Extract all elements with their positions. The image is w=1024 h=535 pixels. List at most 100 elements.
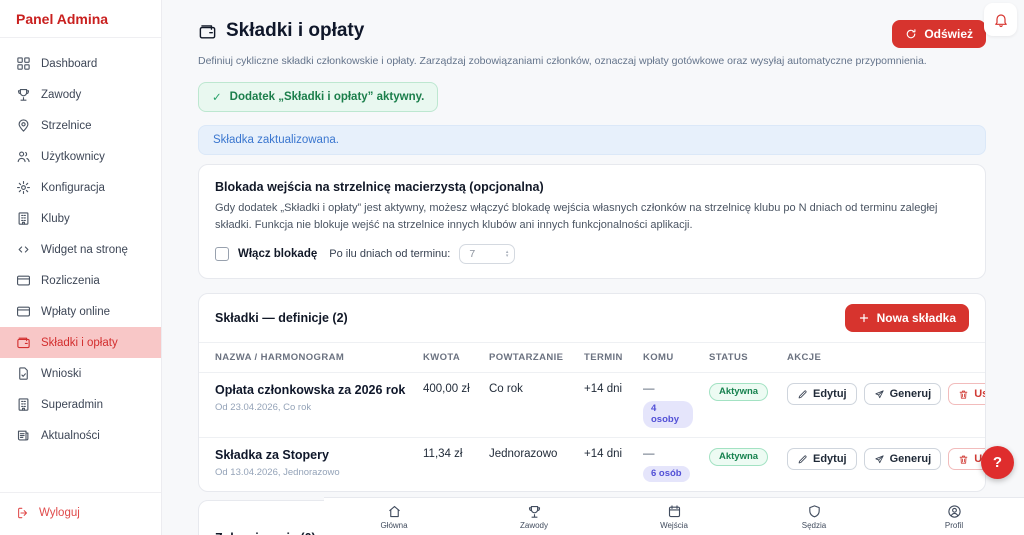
action-label: Generuj [889,388,932,401]
fee-name: Opłata członkowska za 2026 rok [215,383,406,398]
pencil-icon [797,454,808,465]
send-icon [874,454,885,465]
sidebar-item-konfiguracja[interactable]: Konfiguracja [0,172,161,203]
generuj-button[interactable]: Generuj [863,383,942,406]
sidebar-item-dashboard[interactable]: Dashboard [0,48,161,79]
sidebar-item-uzytkownicy[interactable]: Użytkownicy [0,141,161,172]
column-header-nazwa-harmonogram: NAZWA / HARMONOGRAM [199,342,415,374]
column-header-kwota: KWOTA [415,342,481,374]
nav-item-sedzia[interactable]: Sędzia [744,498,884,535]
notifications-button[interactable] [984,3,1017,36]
edytuj-button[interactable]: Edytuj [787,448,857,471]
sidebar-item-label: Kluby [41,212,70,225]
sidebar-item-label: Wnioski [41,367,82,380]
sidebar-item-wnioski[interactable]: Wnioski [0,358,161,389]
fee-name: Składka za Stopery [215,448,329,463]
sidebar-item-strzelnice[interactable]: Strzelnice [0,110,161,141]
days-input[interactable] [469,248,492,261]
sidebar-item-widget-na-strone[interactable]: Widget na stronę [0,234,161,265]
definitions-title: Składki — definicje (2) [215,311,348,326]
column-header-akcje: AKCJE [779,342,985,374]
help-button[interactable]: ? [981,446,1014,479]
send-icon [874,389,885,400]
gear-icon [16,180,31,195]
sidebar-item-label: Wpłaty online [41,305,111,318]
enable-blockade-checkbox[interactable] [215,247,229,262]
status-badge: Aktywna [709,448,769,467]
column-header-komu: KOMU [635,342,701,374]
flash-message: Składka zaktualizowana. [198,125,986,155]
main-area: Składki i opłaty Odśwież Definiuj cyklic… [162,0,1024,535]
days-stepper[interactable]: ▴▾ [459,244,516,265]
table-header-row: NAZWA / HARMONOGRAM KWOTA POWTARZANIE TERMI… [199,342,985,374]
trophy-icon [527,504,542,519]
edytuj-button[interactable]: Edytuj [787,383,857,406]
blockade-title: Blokada wejścia na strzelnicę macierzyst… [215,180,544,194]
days-after-term-label: Po ilu dniach od terminu: [329,248,451,261]
sidebar-item-zawody[interactable]: Zawody [0,79,161,110]
sidebar-item-superadmin[interactable]: Superadmin [0,389,161,420]
people-count-badge: 4 osoby [643,401,693,429]
definitions-table: NAZWA / HARMONOGRAM KWOTA POWTARZANIE TERMI… [199,342,985,492]
sidebar-item-aktualnosci[interactable]: Aktualności [0,420,161,451]
refresh-button[interactable]: Odśwież [892,20,986,48]
nav-item-zawody[interactable]: Zawody [464,498,604,535]
bottom-nav: Główna Zawody Wejścia Sędzia Profil [324,497,1024,535]
blockade-card: Blokada wejścia na strzelnicę macierzyst… [198,164,986,280]
sidebar-item-label: Rozliczenia [41,274,100,287]
generuj-button[interactable]: Generuj [863,448,942,471]
page-header: Składki i opłaty Odśwież [198,20,986,48]
nav-item-label: Zawody [519,520,548,530]
sidebar-item-kluby[interactable]: Kluby [0,203,161,234]
fee-amount: 400,00 zł [423,383,470,396]
action-label: Usuń [974,388,985,401]
news-icon [16,428,31,443]
logout-label: Wyloguj [39,507,80,519]
new-fee-label: Nowa składka [876,311,956,326]
table-row: Opłata członkowska za 2026 rok Od 23.04.2… [199,373,985,438]
wallet-icon [16,335,31,350]
sidebar-item-label: Dashboard [41,57,98,70]
brand-title: Panel Admina [0,0,161,38]
usun-button[interactable]: Usuń [948,383,985,406]
sidebar-item-skladki-i-oplaty[interactable]: Składki i opłaty [0,327,161,358]
fee-term: +14 dni [576,437,635,492]
action-label: Edytuj [813,453,847,466]
sidebar-item-rozliczenia[interactable]: Rozliczenia [0,265,161,296]
logout-button[interactable]: Wyloguj [16,506,145,520]
sidebar-item-wplaty-online[interactable]: Wpłaty online [0,296,161,327]
fee-schedule: Od 13.04.2026, Jednorazowo [215,467,340,479]
sidebar: Panel Admina Dashboard Zawody Strzelnice Uż… [0,0,162,535]
page-content: Składki i opłaty Odśwież Definiuj cyklic… [162,0,1024,535]
sidebar-nav: Dashboard Zawody Strzelnice Użytkownicy Konf… [0,38,161,451]
action-label: Generuj [889,453,932,466]
enable-blockade-label: Włącz blokadę [238,248,318,261]
sidebar-item-label: Użytkownicy [41,150,105,163]
new-fee-button[interactable]: Nowa składka [844,304,969,333]
nav-item-wejscia[interactable]: Wejścia [604,498,744,535]
calendar-icon [667,504,682,519]
action-label: Edytuj [813,388,847,401]
nav-item-label: Sędzia [801,520,827,530]
fee-amount: 11,34 zł [415,437,481,492]
stepper-arrows-icon[interactable]: ▴ ▾ [505,249,509,260]
usun-button[interactable]: Usuń [948,448,985,471]
location-pin-icon [16,118,31,133]
column-header-termin: TERMIN [576,342,635,374]
sidebar-item-label: Konfiguracja [41,181,105,194]
sidebar-item-label: Superadmin [41,398,104,411]
fee-repeat: Jednorazowo [481,437,576,492]
action-label: Usuń [974,453,985,466]
sidebar-item-label: Widget na stronę [41,243,128,256]
code-icon [16,242,31,257]
people-count-badge: 6 osób [643,466,690,483]
nav-item-profil[interactable]: Profil [884,498,1024,535]
column-header-status: STATUS [701,342,779,374]
trash-icon [958,389,969,400]
nav-item-glowna[interactable]: Główna [324,498,464,535]
home-icon [387,504,402,519]
fee-repeat: Co rok [489,383,523,396]
addon-active-badge: ✓ Dodatek „Składki i opłaty” aktywny. [198,82,439,112]
dashboard-icon [16,56,31,71]
